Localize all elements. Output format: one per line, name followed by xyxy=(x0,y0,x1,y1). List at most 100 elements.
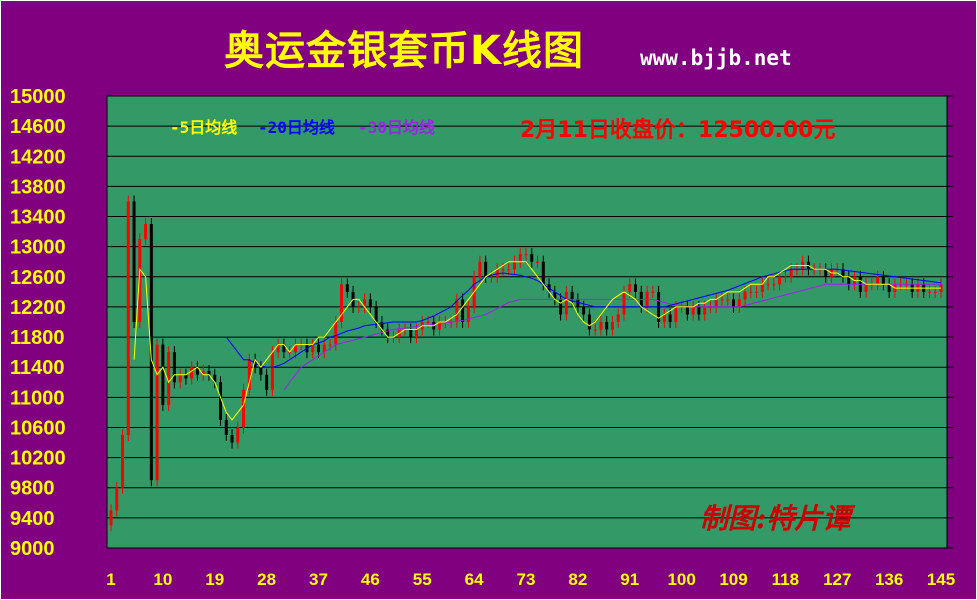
candle-body xyxy=(622,291,626,315)
candle-body xyxy=(380,322,384,330)
candle-body xyxy=(242,389,246,428)
y-tick-label: 11400 xyxy=(10,357,65,379)
candle-body xyxy=(426,322,430,323)
candle-body xyxy=(703,306,707,315)
candle-body xyxy=(201,370,205,375)
x-tick-label: 55 xyxy=(413,570,432,589)
y-tick-label: 10200 xyxy=(10,448,66,470)
x-tick-label: 10 xyxy=(153,570,172,589)
candle-body xyxy=(668,314,672,322)
candle-body xyxy=(109,510,113,526)
candle-body xyxy=(293,344,297,353)
ma5-line xyxy=(133,261,941,421)
candle-body xyxy=(155,344,159,481)
candle-body xyxy=(927,291,931,293)
candle-body xyxy=(115,487,119,511)
candle-body xyxy=(121,435,125,488)
candle-body xyxy=(899,284,903,286)
candle-body xyxy=(582,306,586,315)
candle-body xyxy=(732,299,735,307)
candle-body xyxy=(593,329,597,331)
candle-body xyxy=(512,261,516,270)
candle-body xyxy=(553,291,557,300)
candle-body xyxy=(207,370,211,375)
candle-body xyxy=(489,276,493,278)
candle-body xyxy=(772,284,776,286)
candle-body xyxy=(357,306,361,308)
candle-body xyxy=(685,306,689,315)
legend-ma30: -30日均线 xyxy=(358,118,435,137)
candle-body xyxy=(311,344,315,353)
y-tick-label: 13400 xyxy=(10,207,66,229)
x-tick-label: 118 xyxy=(772,570,799,589)
x-axis-ticks: 1 10 19 28 37 46 55 64 73 82 91 100 109 118 127 136 145 xyxy=(106,570,955,589)
candle-body xyxy=(190,367,194,379)
candle-body xyxy=(766,284,770,286)
candle-body xyxy=(484,261,488,277)
candle-body xyxy=(610,322,614,330)
candle-body xyxy=(363,299,367,307)
x-tick-label: 127 xyxy=(823,570,851,589)
candle-body xyxy=(184,374,188,379)
candle-body xyxy=(507,269,511,271)
candle-body xyxy=(933,291,937,293)
candle-body xyxy=(144,224,148,240)
candle-body xyxy=(559,299,563,315)
candle-body xyxy=(161,344,165,405)
candle-body xyxy=(414,329,418,338)
candle-body xyxy=(455,299,459,322)
y-tick-label: 9000 xyxy=(10,538,55,560)
candle-body xyxy=(726,299,730,301)
candle-body xyxy=(132,201,136,322)
candle-body xyxy=(760,284,764,292)
y-tick-label: 13800 xyxy=(10,176,66,198)
candle-body xyxy=(126,201,130,435)
candle-body xyxy=(328,344,332,346)
candle-body xyxy=(236,427,240,443)
candle-body xyxy=(524,254,528,256)
candle-body xyxy=(789,269,793,277)
moving-averages xyxy=(133,261,942,421)
candle-body xyxy=(841,269,845,277)
candle-body xyxy=(322,344,326,353)
candle-body xyxy=(270,352,274,390)
x-tick-label: 1 xyxy=(106,570,115,589)
candle-body xyxy=(599,322,603,330)
y-tick-label: 14200 xyxy=(10,146,66,168)
candle-body xyxy=(466,306,470,322)
candle-body xyxy=(213,374,217,383)
candle-body xyxy=(737,299,741,307)
candle-body xyxy=(674,306,678,322)
candle-body xyxy=(149,224,153,481)
candle-body xyxy=(265,374,269,390)
candle-body xyxy=(864,284,868,292)
x-tick-label: 91 xyxy=(620,570,639,589)
x-tick-label: 64 xyxy=(465,570,484,589)
x-tick-label: 145 xyxy=(927,570,955,589)
candle-body xyxy=(876,276,880,285)
plot-area xyxy=(106,95,948,549)
candle-body xyxy=(438,322,442,330)
candle-body xyxy=(824,269,828,277)
y-tick-label: 11800 xyxy=(10,327,65,349)
x-tick-label: 100 xyxy=(667,570,695,589)
candle-body xyxy=(778,276,782,285)
candle-body xyxy=(178,374,182,383)
candle-body xyxy=(345,284,349,292)
y-axis-ticks: 15000 14600 14200 13800 13400 13000 12600 12200… xyxy=(10,86,66,560)
candle-body xyxy=(167,352,171,405)
gridlines xyxy=(107,95,953,549)
close-price-annotation: 2月11日收盘价：12500.00元 xyxy=(520,117,835,143)
candle-body xyxy=(634,284,638,292)
candle-body xyxy=(374,306,378,322)
candle-body xyxy=(172,352,176,383)
candle-body xyxy=(317,344,320,353)
candle-body xyxy=(616,314,620,322)
candle-body xyxy=(570,291,574,300)
y-tick-label: 11000 xyxy=(10,387,65,409)
candle-body xyxy=(518,254,522,262)
candle-body xyxy=(495,269,499,277)
y-tick-label: 15000 xyxy=(10,86,66,108)
x-tick-label: 82 xyxy=(568,570,587,589)
candle-body xyxy=(230,435,234,443)
